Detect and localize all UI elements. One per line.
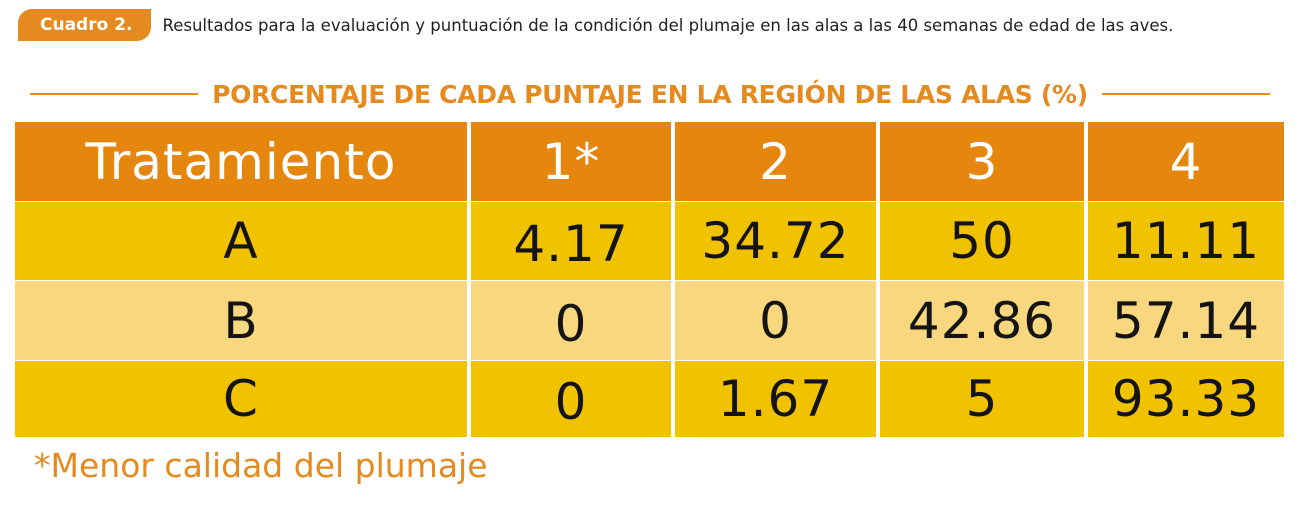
row-label-c: C xyxy=(15,361,467,437)
caption-label-badge: Cuadro 2. xyxy=(18,9,151,41)
table-cell: 1.67 xyxy=(675,361,876,437)
header-cell-score-4: 4 xyxy=(1088,122,1284,201)
table-cell: 50 xyxy=(880,202,1084,280)
table-cell: 93.33 xyxy=(1088,361,1284,437)
caption-text: Resultados para la evaluación y puntuaci… xyxy=(162,15,1174,35)
heading-rule-left xyxy=(30,93,199,95)
header-cell-tratamiento: Tratamiento xyxy=(15,122,467,201)
table-cell: 34.72 xyxy=(675,202,876,280)
heading-rule-right xyxy=(1101,93,1270,95)
header-cell-score-3: 3 xyxy=(880,122,1084,201)
table-cell: 42.86 xyxy=(880,281,1084,360)
header-cell-score-2: 2 xyxy=(675,122,876,201)
row-label-a: A xyxy=(15,202,467,280)
header-cell-score-1: 1* xyxy=(471,122,671,201)
table-cell: 11.11 xyxy=(1088,202,1284,280)
table-cell: 57.14 xyxy=(1088,281,1284,360)
table-cell: 0 xyxy=(471,281,671,360)
heading-title: PORCENTAJE DE CADA PUNTAJE EN LA REGIÓN … xyxy=(212,79,1088,109)
table-cell: 0 xyxy=(675,281,876,360)
table-cell: 0 xyxy=(471,361,671,437)
table-caption: Cuadro 2. Resultados para la evaluación … xyxy=(18,9,1173,41)
footnote: *Menor calidad del plumaje xyxy=(34,446,488,485)
table-heading: PORCENTAJE DE CADA PUNTAJE EN LA REGIÓN … xyxy=(30,74,1270,114)
row-label-b: B xyxy=(15,281,467,360)
table-cell: 5 xyxy=(880,361,1084,437)
table-cell: 4.17 xyxy=(471,202,671,280)
results-table: Tratamiento 1* 2 3 4 A 4.17 34.72 50 11.… xyxy=(15,122,1284,438)
